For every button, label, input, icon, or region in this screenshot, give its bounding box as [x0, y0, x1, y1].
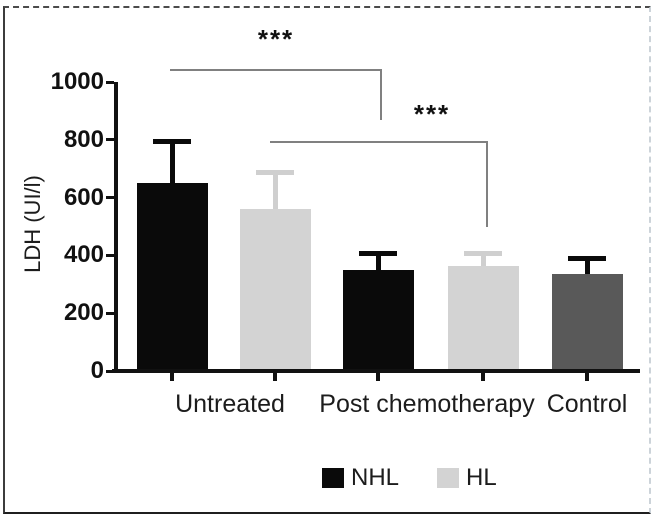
y-tick-label: 600 [63, 183, 104, 211]
bar-untreated-nhl [136, 183, 208, 371]
significance-label: *** [413, 99, 451, 129]
error-bar-line [272, 171, 278, 210]
legend-label-hl: HL [466, 464, 497, 491]
x-tick [273, 373, 277, 381]
significance-bracket-drop [486, 141, 488, 227]
legend-item-hl: HL [437, 466, 497, 490]
x-tick [585, 373, 589, 381]
bar-untreated-hl [239, 209, 311, 371]
y-axis-line [114, 82, 118, 373]
y-tick [106, 138, 114, 142]
y-tick-label: 200 [63, 299, 104, 327]
error-bar-line [169, 141, 175, 184]
significance-bracket-drop [380, 69, 382, 120]
significance-label: *** [257, 24, 295, 54]
y-tick [106, 311, 114, 315]
figure-frame [3, 6, 651, 514]
significance-bracket-line [170, 69, 382, 71]
x-axis-line [112, 369, 640, 373]
error-bar-cap [464, 250, 502, 256]
legend: NHL HL [322, 466, 497, 490]
legend-item-nhl: NHL [322, 466, 399, 490]
y-tick-label: 400 [63, 241, 104, 269]
bar-post-chemotherapy-hl [447, 265, 519, 371]
x-tick [376, 373, 380, 381]
error-bar-line [480, 252, 486, 266]
y-tick-label: 0 [90, 357, 104, 384]
error-bar-cap [359, 250, 397, 256]
y-tick [106, 196, 114, 200]
error-bar-line [584, 258, 590, 275]
y-tick [106, 253, 114, 257]
bar-post-chemotherapy-nhl [342, 269, 414, 371]
y-tick-label: 800 [63, 125, 104, 153]
error-bar-cap [153, 139, 191, 145]
significance-bracket-line [270, 141, 488, 143]
error-bar-cap [256, 169, 294, 175]
x-category-label: Post chemotherapy [319, 390, 535, 418]
y-tick-label: 1000 [50, 68, 104, 95]
error-bar-line [375, 252, 381, 270]
y-tick [106, 369, 114, 373]
x-tick [170, 373, 174, 381]
nhl-swatch-icon [322, 468, 344, 488]
error-bar-cap [568, 256, 606, 262]
y-tick [106, 80, 114, 84]
legend-label-nhl: NHL [351, 464, 400, 491]
x-category-label: Untreated [175, 390, 285, 418]
x-tick [481, 373, 485, 381]
x-category-label: Control [546, 390, 628, 418]
hl-swatch-icon [437, 468, 460, 488]
bar-control-control [551, 274, 623, 371]
y-axis-title: LDH (UI/l) [20, 175, 45, 273]
